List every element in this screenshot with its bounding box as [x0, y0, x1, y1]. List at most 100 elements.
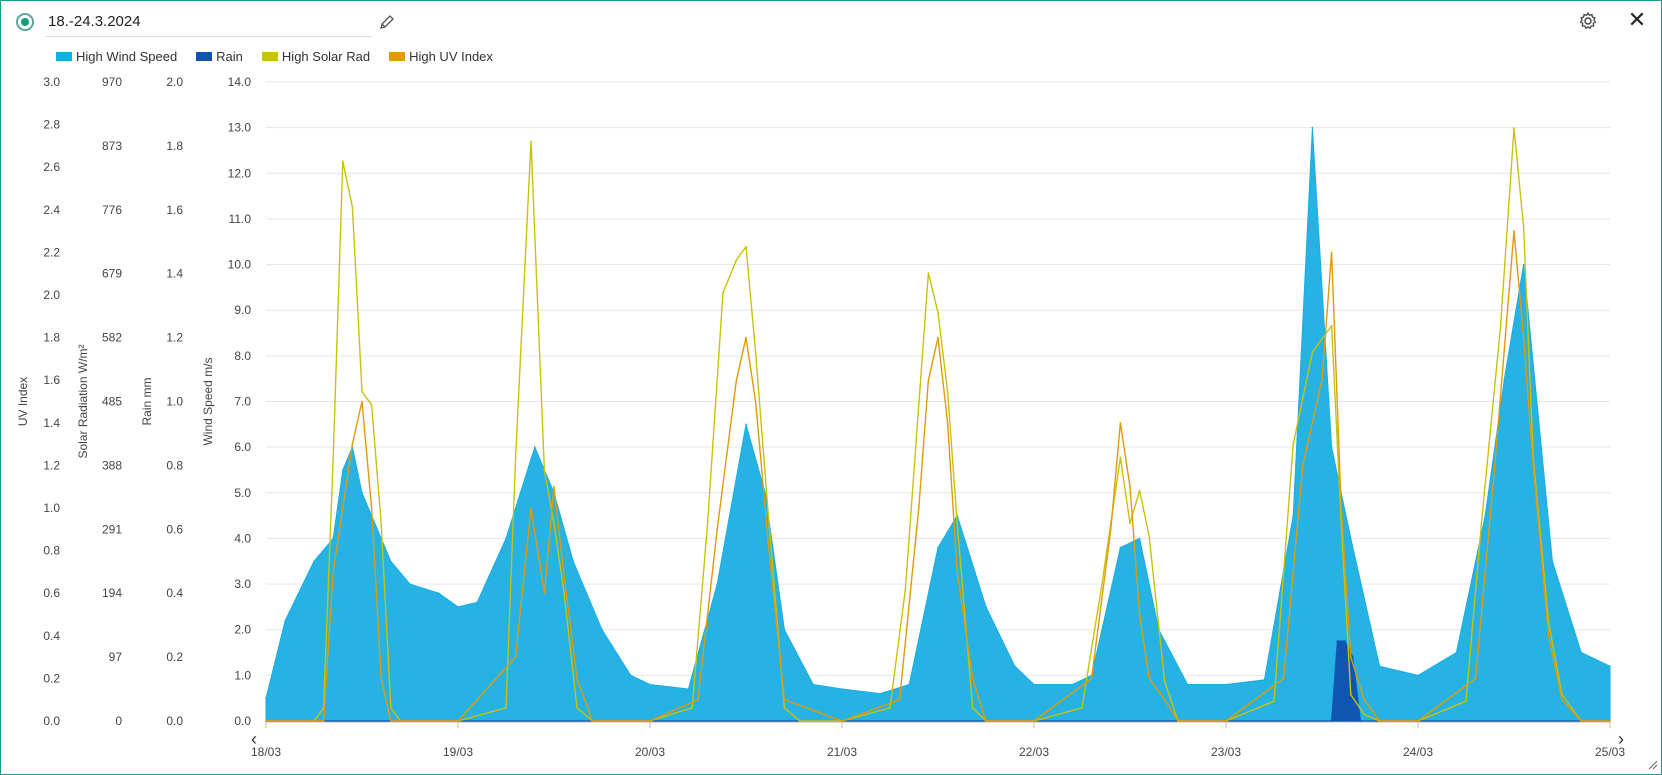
- y-axis-title: UV Index: [16, 377, 30, 426]
- data-point: [1119, 456, 1122, 459]
- data-point: [946, 422, 949, 424]
- data-point: [1302, 464, 1304, 467]
- legend-item-solar[interactable]: High Solar Rad: [261, 47, 370, 65]
- legend-item-uv[interactable]: High UV Index: [389, 47, 493, 65]
- data-point: [438, 592, 440, 594]
- y-tick-label: 0.0: [234, 714, 251, 728]
- data-point: [1163, 680, 1166, 683]
- data-point: [514, 456, 517, 459]
- data-point: [1138, 613, 1141, 616]
- data-point: [937, 336, 939, 339]
- y-tick-label: 2.0: [166, 75, 183, 89]
- y-tick-label: 11.0: [229, 212, 252, 226]
- data-point: [1014, 665, 1016, 667]
- data-point: [562, 571, 565, 573]
- x-tick-label: 23/03: [1211, 745, 1241, 759]
- data-point: [1340, 507, 1342, 509]
- data-point: [697, 698, 699, 701]
- y-tick-label: 5.0: [234, 486, 251, 500]
- y-tick-label: 1.2: [166, 331, 183, 345]
- data-point: [476, 601, 479, 604]
- data-point: [904, 588, 907, 590]
- data-point: [956, 522, 958, 525]
- data-point: [530, 140, 532, 143]
- data-point: [1609, 665, 1611, 667]
- data-point: [1138, 489, 1141, 492]
- y-tick-label: 1.0: [234, 668, 251, 682]
- data-point: [553, 522, 555, 525]
- y-tick-label: 2.0: [43, 288, 60, 302]
- data-point: [745, 423, 747, 426]
- y-tick-label: 0.6: [166, 522, 183, 536]
- data-point: [530, 507, 532, 509]
- y-tick-label: 1.2: [43, 458, 60, 472]
- series-3: [265, 230, 1611, 722]
- data-point: [1363, 698, 1365, 701]
- y-tick-label: 9.0: [234, 303, 251, 317]
- data-point: [841, 720, 843, 722]
- data-point: [1090, 677, 1093, 680]
- data-point: [1330, 720, 1333, 722]
- y-tick-label: 873: [102, 139, 122, 153]
- header: 18.-24.3.2024 ✕: [0, 0, 1662, 44]
- data-point: [332, 537, 335, 540]
- y-tick-label: 679: [102, 267, 122, 281]
- data-point: [937, 311, 939, 314]
- data-point: [783, 628, 786, 631]
- data-point: [505, 537, 507, 540]
- y-tick-label: 776: [102, 203, 122, 217]
- y-tick-label: 582: [102, 331, 122, 345]
- data-point: [351, 206, 354, 208]
- gear-icon[interactable]: [1578, 11, 1598, 31]
- data-point: [1532, 464, 1534, 467]
- data-point: [985, 720, 987, 722]
- series-area: [265, 127, 1611, 722]
- data-point: [1350, 656, 1352, 658]
- chevron-left-icon[interactable]: ‹: [251, 729, 257, 749]
- x-tick-label: 25/03: [1595, 745, 1625, 759]
- data-point: [1129, 485, 1131, 488]
- chevron-right-icon[interactable]: ›: [1618, 729, 1624, 749]
- close-icon[interactable]: ✕: [1627, 7, 1647, 32]
- legend-item-rain[interactable]: Rain: [196, 47, 243, 65]
- data-point: [630, 674, 632, 677]
- legend-label-rain: Rain: [216, 48, 243, 64]
- data-point: [985, 606, 987, 608]
- data-point: [1225, 720, 1227, 722]
- data-point: [1071, 683, 1074, 686]
- data-point: [754, 400, 757, 403]
- data-point: [1186, 683, 1189, 686]
- y-tick-label: 1.6: [43, 373, 60, 387]
- data-point: [390, 560, 392, 563]
- data-point: [1311, 126, 1314, 129]
- data-point: [841, 688, 843, 690]
- y-axis-title: Solar Radiation W/m²: [76, 344, 90, 458]
- data-point: [409, 583, 411, 585]
- y-tick-label: 0.2: [43, 671, 60, 685]
- data-point: [265, 720, 267, 722]
- data-point: [722, 292, 724, 294]
- data-point: [1344, 640, 1346, 642]
- data-point: [543, 592, 546, 594]
- y-axis-3: 0.0 1.0 2.0 3.0 4.0 5.0 6.0 7.0 8.0 9.0 10.0 11.0 12…: [201, 75, 251, 728]
- data-point: [457, 720, 459, 722]
- data-point: [1225, 683, 1227, 686]
- data-point: [1119, 546, 1122, 549]
- resize-icon[interactable]: [1648, 760, 1658, 770]
- data-point: [1263, 679, 1266, 681]
- y-tick-label: 3.0: [43, 75, 60, 89]
- y-tick-label: 1.8: [43, 331, 60, 345]
- y-tick-label: 970: [102, 75, 122, 89]
- radio-selected-icon[interactable]: [16, 13, 34, 31]
- y-tick-label: 3.0: [234, 577, 251, 591]
- data-point: [908, 683, 910, 686]
- pencil-icon[interactable]: [378, 13, 396, 31]
- y-axis-title: Wind Speed m/s: [201, 357, 215, 445]
- legend-item-wind[interactable]: High Wind Speed: [56, 47, 177, 65]
- data-point: [390, 707, 392, 709]
- data-point: [1513, 127, 1515, 129]
- data-point: [543, 469, 546, 472]
- y-tick-label: 97: [109, 650, 123, 664]
- page-title[interactable]: 18.-24.3.2024: [48, 13, 141, 30]
- y-tick-label: 2.6: [43, 160, 60, 174]
